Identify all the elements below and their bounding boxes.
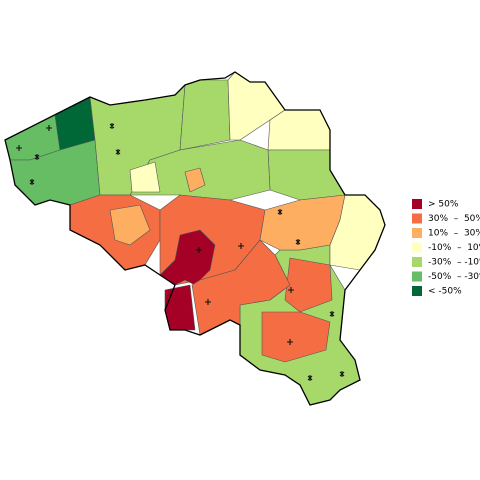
legend: > 50% 30% – 50% 10% – 30% -10% – 10% -30% – … <box>412 199 480 297</box>
region <box>159 229 216 286</box>
legend-swatch <box>412 286 422 296</box>
legend-swatch <box>412 228 422 238</box>
legend-swatch <box>412 242 422 253</box>
region <box>261 311 331 363</box>
legend-label: -30% – -10% <box>428 258 480 268</box>
legend-label: 30% – 50% <box>428 214 480 224</box>
region <box>184 167 206 193</box>
legend-label: -10% – 10% <box>428 243 480 253</box>
legend-swatch <box>412 213 422 224</box>
legend-swatch <box>412 271 422 282</box>
star-marker <box>29 123 345 381</box>
legend-label: < -50% <box>428 287 462 297</box>
legend-label: 10% – 30% <box>428 229 480 239</box>
region <box>129 161 161 193</box>
plus-marker <box>16 125 294 345</box>
legend-swatch <box>412 257 422 267</box>
country-border <box>4 71 386 406</box>
region <box>164 284 196 331</box>
legend-swatch <box>412 199 422 209</box>
region <box>109 204 151 246</box>
region <box>179 79 231 151</box>
legend-label: -50% – -30% <box>428 272 480 282</box>
markers <box>16 123 345 381</box>
regions <box>4 71 386 406</box>
legend-label: > 50% <box>428 200 459 210</box>
region <box>267 109 331 151</box>
region <box>191 239 291 336</box>
region <box>284 257 333 313</box>
